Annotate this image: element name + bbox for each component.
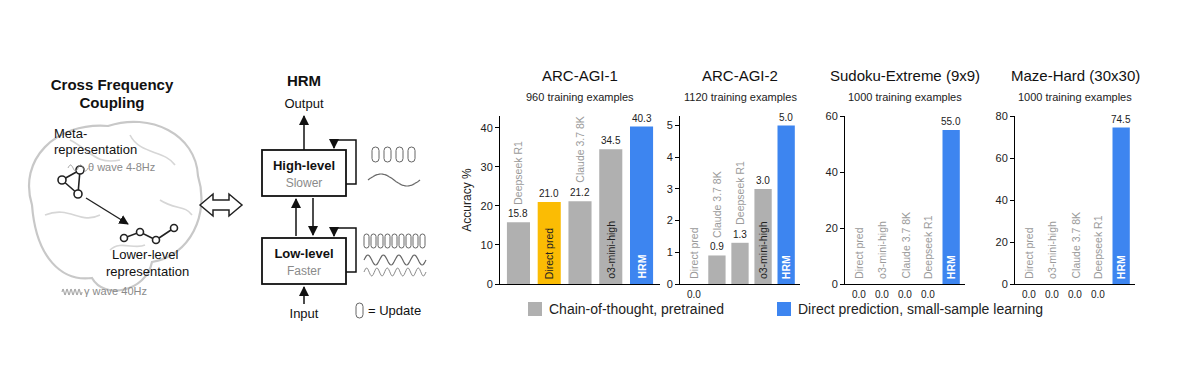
svg-text:40: 40 bbox=[826, 166, 838, 178]
svg-text:20: 20 bbox=[826, 222, 838, 234]
svg-text:HRM: HRM bbox=[287, 72, 321, 89]
svg-text:Maze-Hard (30x30): Maze-Hard (30x30) bbox=[1011, 67, 1140, 84]
svg-text:o3-mini-high: o3-mini-high bbox=[757, 221, 769, 279]
svg-text:0.0: 0.0 bbox=[1022, 289, 1036, 300]
svg-text:Deepseek R1: Deepseek R1 bbox=[922, 215, 934, 279]
svg-text:0.0: 0.0 bbox=[1091, 289, 1105, 300]
svg-text:34.5: 34.5 bbox=[601, 135, 621, 146]
svg-text:Claude 3.7 8K: Claude 3.7 8K bbox=[574, 116, 586, 183]
svg-text:Deepseek R1: Deepseek R1 bbox=[1092, 215, 1104, 279]
svg-text:Cross Frequency: Cross Frequency bbox=[51, 76, 174, 93]
svg-text:Direct pred: Direct pred bbox=[853, 227, 865, 279]
svg-text:Claude 3.7 8K: Claude 3.7 8K bbox=[1070, 212, 1082, 279]
html-text:Direct prediction, small-sampl: Direct prediction, small-sample learning bbox=[798, 301, 1044, 317]
svg-text:θ wave 4-8Hz: θ wave 4-8Hz bbox=[88, 161, 155, 173]
svg-text:1.3: 1.3 bbox=[733, 229, 747, 240]
svg-text:Slower: Slower bbox=[286, 176, 323, 190]
svg-text:0: 0 bbox=[667, 278, 673, 290]
svg-text:1120 training examples: 1120 training examples bbox=[684, 91, 797, 103]
svg-text:Meta-: Meta- bbox=[54, 126, 87, 141]
svg-text:0: 0 bbox=[487, 278, 493, 290]
svg-text:HRM: HRM bbox=[780, 255, 792, 279]
svg-text:o3-mini-high: o3-mini-high bbox=[1046, 221, 1058, 279]
svg-text:o3-mini-high: o3-mini-high bbox=[876, 221, 888, 279]
svg-text:20: 20 bbox=[996, 236, 1008, 248]
svg-text:60: 60 bbox=[826, 110, 838, 122]
svg-text:30: 30 bbox=[481, 161, 493, 173]
svg-text:Input: Input bbox=[290, 306, 319, 321]
svg-text:Faster: Faster bbox=[287, 264, 321, 278]
svg-text:15.8: 15.8 bbox=[508, 208, 528, 219]
svg-text:HRM: HRM bbox=[945, 255, 957, 279]
svg-text:20: 20 bbox=[481, 200, 493, 212]
svg-text:0.0: 0.0 bbox=[898, 289, 912, 300]
svg-text:Accuracy %: Accuracy % bbox=[460, 168, 474, 232]
svg-text:0.0: 0.0 bbox=[875, 289, 889, 300]
svg-text:3: 3 bbox=[667, 183, 673, 195]
svg-text:4: 4 bbox=[667, 151, 673, 163]
svg-text:0.0: 0.0 bbox=[1068, 289, 1082, 300]
svg-text:0.0: 0.0 bbox=[1045, 289, 1059, 300]
svg-text:Claude 3.7 8K: Claude 3.7 8K bbox=[711, 171, 723, 238]
svg-text:60: 60 bbox=[996, 152, 1008, 164]
svg-text:HRM: HRM bbox=[636, 254, 648, 278]
svg-text:Deepseek R1: Deepseek R1 bbox=[512, 141, 524, 205]
svg-text:40: 40 bbox=[481, 122, 493, 134]
svg-text:5: 5 bbox=[667, 119, 673, 131]
svg-text:o3-mini-high: o3-mini-high bbox=[605, 221, 617, 279]
svg-text:Lower-level: Lower-level bbox=[112, 247, 179, 262]
svg-text:10: 10 bbox=[481, 239, 493, 251]
svg-text:0.0: 0.0 bbox=[921, 289, 935, 300]
svg-text:0: 0 bbox=[1002, 278, 1008, 290]
svg-text:= Update: = Update bbox=[368, 303, 421, 318]
svg-text:40.3: 40.3 bbox=[632, 113, 652, 124]
svg-text:55.0: 55.0 bbox=[941, 116, 961, 127]
svg-text:HRM: HRM bbox=[1115, 255, 1127, 279]
svg-text:Output: Output bbox=[284, 96, 323, 111]
svg-text:ARC-AGI-1: ARC-AGI-1 bbox=[542, 67, 618, 84]
svg-text:Sudoku-Extreme (9x9): Sudoku-Extreme (9x9) bbox=[830, 67, 980, 84]
svg-text:representation: representation bbox=[54, 142, 137, 157]
svg-text:Direct pred: Direct pred bbox=[688, 227, 700, 279]
svg-text:Direct pred: Direct pred bbox=[543, 228, 555, 280]
svg-text:0.9: 0.9 bbox=[710, 241, 724, 252]
svg-text:ARC-AGI-2: ARC-AGI-2 bbox=[702, 67, 778, 84]
svg-text:High-level: High-level bbox=[273, 158, 335, 173]
svg-text:3.0: 3.0 bbox=[756, 175, 770, 186]
svg-text:40: 40 bbox=[996, 194, 1008, 206]
svg-text:21.0: 21.0 bbox=[539, 188, 559, 199]
svg-text:γ wave 40Hz: γ wave 40Hz bbox=[84, 285, 147, 297]
svg-text:Direct pred: Direct pred bbox=[1023, 227, 1035, 279]
svg-text:Deepseek R1: Deepseek R1 bbox=[734, 161, 746, 225]
svg-text:74.5: 74.5 bbox=[1111, 114, 1131, 125]
svg-text:960 training examples: 960 training examples bbox=[526, 91, 634, 103]
svg-text:0.0: 0.0 bbox=[852, 289, 866, 300]
svg-text:1: 1 bbox=[667, 246, 673, 258]
svg-text:Low-level: Low-level bbox=[274, 246, 333, 261]
svg-text:80: 80 bbox=[996, 110, 1008, 122]
svg-text:0: 0 bbox=[832, 278, 838, 290]
svg-text:Claude 3.7 8K: Claude 3.7 8K bbox=[900, 212, 912, 279]
svg-text:Coupling: Coupling bbox=[80, 94, 145, 111]
svg-text:1000 training examples: 1000 training examples bbox=[1018, 91, 1132, 103]
svg-text:1000 training examples: 1000 training examples bbox=[848, 91, 962, 103]
svg-text:representation: representation bbox=[106, 264, 189, 279]
svg-text:21.2: 21.2 bbox=[570, 187, 590, 198]
svg-text:2: 2 bbox=[667, 214, 673, 226]
html-text:Chain-of-thought, pretrained: Chain-of-thought, pretrained bbox=[549, 301, 725, 317]
svg-text:5.0: 5.0 bbox=[779, 112, 793, 123]
svg-text:0.0: 0.0 bbox=[687, 289, 701, 300]
